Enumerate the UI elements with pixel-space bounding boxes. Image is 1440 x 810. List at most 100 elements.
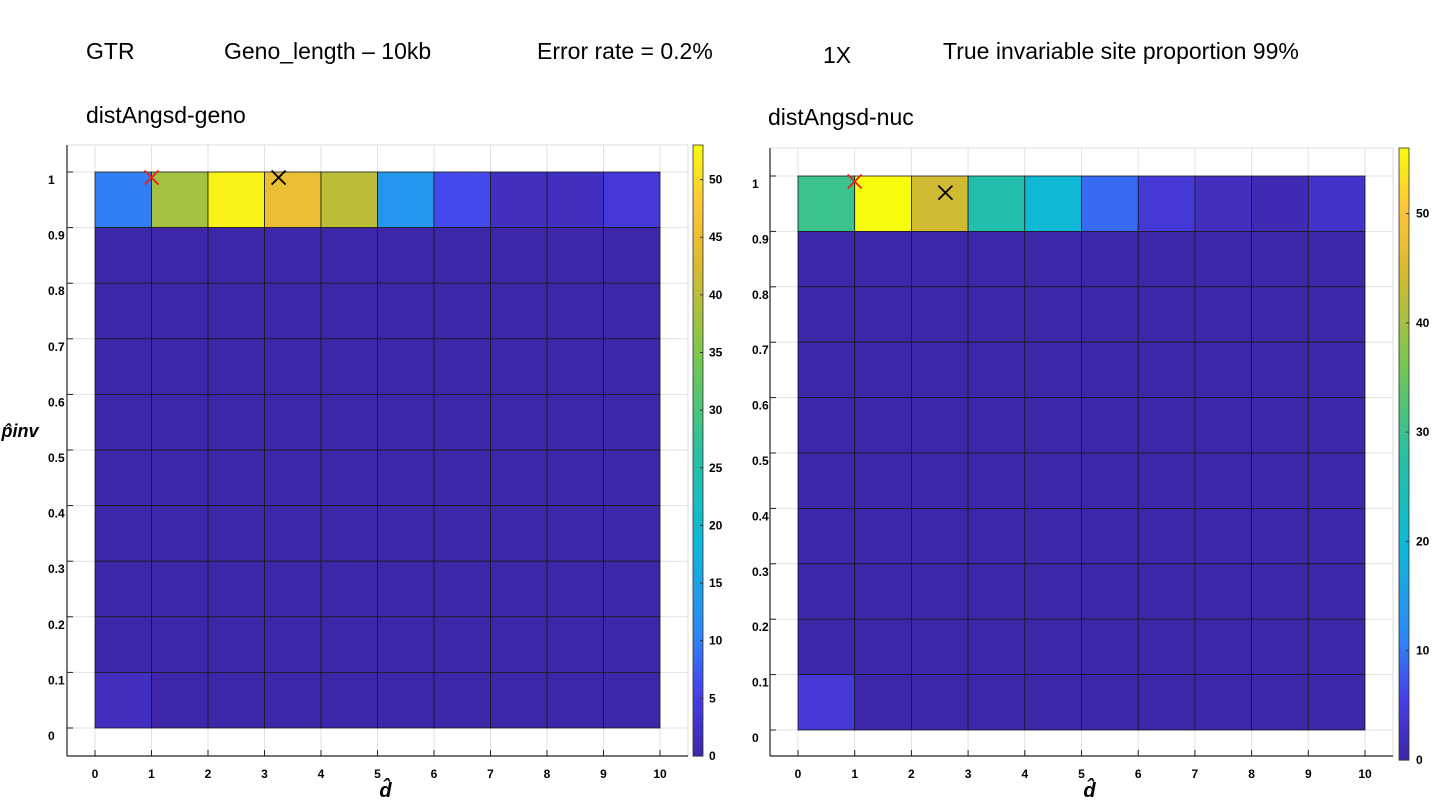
colorbar-segment: [1399, 566, 1409, 572]
heatmap-cell: [320, 505, 378, 562]
heatmap-cell: [546, 282, 604, 340]
heatmap-cell: [1137, 397, 1196, 454]
colorbar-segment: [1399, 678, 1409, 685]
colorbar-segment: [693, 287, 703, 294]
heatmap-cell: [1081, 674, 1139, 731]
heatmap-cell: [433, 282, 491, 340]
colorbar-segment: [1399, 703, 1409, 710]
colorbar-segment: [693, 165, 703, 172]
heatmap-cell: [797, 230, 856, 288]
colorbar-tick-label: 15: [709, 576, 723, 590]
x-tick-label: 8: [1248, 767, 1255, 781]
colorbar-segment: [1399, 683, 1409, 690]
heatmap-cell: [94, 338, 152, 395]
colorbar-segment: [693, 414, 703, 421]
colorbar-segment: [1399, 581, 1409, 588]
heatmap-cell: [603, 338, 661, 395]
y-tick-label: 0.8: [752, 288, 769, 302]
colorbar-segment: [1399, 714, 1409, 720]
x-tick-label: 1: [851, 767, 858, 781]
heatmap-cell: [151, 672, 209, 729]
heatmap-cell: [1251, 507, 1309, 565]
heatmap-cell: [433, 449, 491, 506]
colorbar-segment: [693, 572, 703, 579]
colorbar-segment: [1399, 362, 1409, 368]
heatmap-cell: [967, 563, 1026, 620]
heatmap-cell: [490, 560, 548, 618]
heatmap-cell: [151, 338, 209, 395]
colorbar-segment: [1399, 397, 1409, 404]
colorbar-segment: [1399, 479, 1409, 486]
colorbar-segment: [693, 409, 703, 416]
colorbar-segment: [1399, 204, 1409, 210]
colorbar-segment: [693, 715, 703, 721]
heatmap-cell: [1081, 286, 1139, 343]
x-tick-label: 6: [1135, 767, 1142, 781]
heatmap-cell: [433, 505, 491, 562]
colorbar-segment: [693, 145, 703, 151]
heatmap-cell: [207, 338, 265, 395]
heatmap-cell: [1251, 230, 1309, 288]
colorbar-segment: [693, 521, 703, 528]
heatmap-cell: [1081, 618, 1139, 676]
colorbar-segment: [1399, 525, 1409, 532]
heatmap-cell: [433, 393, 491, 451]
heatmap-cell: [854, 341, 912, 399]
x-tick-label: 9: [600, 767, 607, 781]
colorbar-segment: [693, 618, 703, 625]
heatmap-cell: [1307, 563, 1366, 620]
colorbar-segment: [693, 582, 703, 589]
x-tick-label: 2: [908, 767, 915, 781]
colorbar-segment: [693, 725, 703, 732]
heatmap-cell: [377, 393, 435, 451]
heatmap-cell: [1251, 175, 1309, 232]
heatmap-cell: [546, 560, 604, 618]
colorbar-segment: [1399, 601, 1409, 608]
colorbar-segment: [1399, 464, 1409, 470]
colorbar-segment: [693, 694, 703, 701]
colorbar-segment: [693, 496, 703, 503]
colorbar-segment: [1399, 331, 1409, 338]
colorbar-segment: [693, 730, 703, 737]
heatmap-cell: [1137, 507, 1196, 565]
heatmap-cell: [264, 227, 322, 284]
colorbar-segment: [693, 318, 703, 324]
colorbar-segment: [693, 272, 703, 278]
colorbar-segment: [1399, 474, 1409, 481]
colorbar-segment: [1399, 219, 1409, 226]
heatmap-cell: [797, 397, 856, 454]
colorbar-segment: [693, 623, 703, 630]
colorbar-segment: [693, 389, 703, 396]
heatmap-cell: [207, 171, 265, 228]
heatmap-cell: [264, 616, 322, 673]
colorbar-segment: [693, 664, 703, 671]
colorbar-segment: [693, 343, 703, 350]
heatmap-cell: [490, 227, 548, 284]
colorbar-segment: [1399, 357, 1409, 363]
y-tick-label: 0.1: [48, 673, 65, 687]
heatmap-cell: [1137, 452, 1196, 509]
colorbar-segment: [1399, 607, 1409, 613]
colorbar-segment: [1399, 673, 1409, 679]
colorbar-segment: [693, 481, 703, 487]
colorbar-segment: [1399, 341, 1409, 348]
heatmap-cell: [797, 452, 856, 509]
heatmap-cell: [264, 449, 322, 506]
colorbar-segment: [1399, 754, 1409, 761]
x-axis-label: d̂: [379, 777, 392, 802]
heatmap-cell: [911, 397, 969, 454]
colorbar-segment: [693, 323, 703, 329]
colorbar-tick-label: 40: [1416, 316, 1430, 330]
colorbar-segment: [1399, 719, 1409, 725]
colorbar-tick-label: 35: [709, 346, 723, 360]
colorbar-segment: [693, 374, 703, 380]
heatmap-cell: [603, 393, 661, 451]
header-error-rate: Error rate = 0.2%: [537, 38, 713, 64]
colorbar-tick-label: 50: [1416, 207, 1430, 221]
heatmap-cell: [1024, 618, 1082, 676]
colorbar-segment: [693, 684, 703, 691]
heatmap-cell: [967, 507, 1026, 565]
heatmap-cell: [377, 505, 435, 562]
colorbar-segment: [693, 557, 703, 564]
colorbar-segment: [1399, 668, 1409, 674]
